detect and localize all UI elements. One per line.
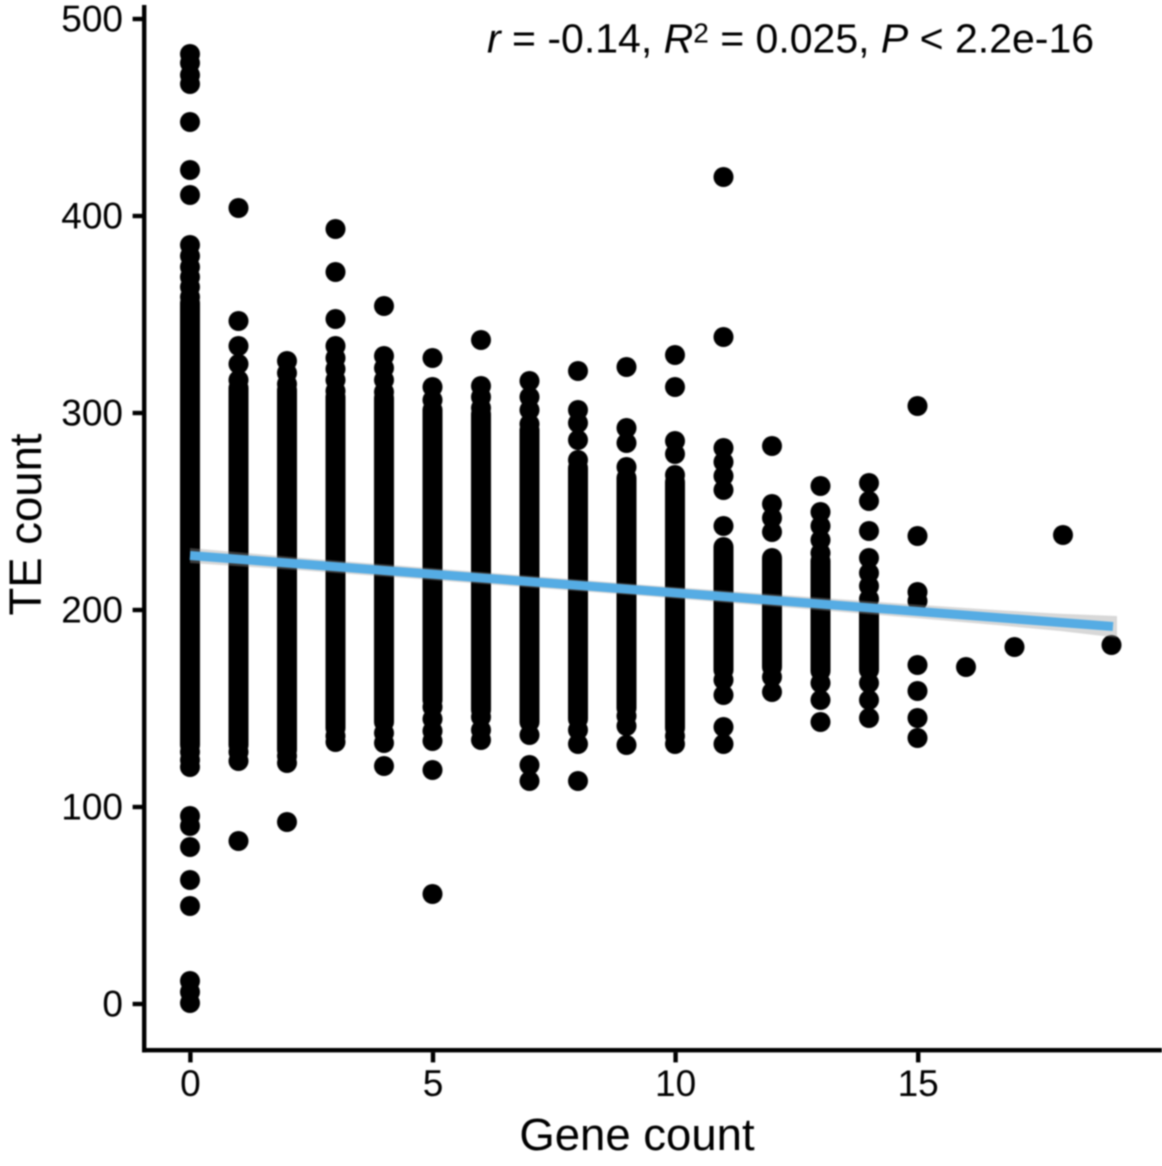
svg-text:Gene count: Gene count xyxy=(519,1109,755,1160)
svg-text:0: 0 xyxy=(180,1063,201,1104)
svg-text:400: 400 xyxy=(61,196,123,237)
svg-text:TE count: TE count xyxy=(0,433,51,615)
svg-text:10: 10 xyxy=(655,1063,696,1104)
svg-text:300: 300 xyxy=(61,393,123,434)
svg-text:500: 500 xyxy=(61,0,123,40)
svg-text:0: 0 xyxy=(102,984,123,1025)
svg-text:100: 100 xyxy=(61,787,123,828)
svg-text:15: 15 xyxy=(898,1063,939,1104)
svg-text:r = -0.14, R2 = 0.025, P < 2.2: r = -0.14, R2 = 0.025, P < 2.2e-16 xyxy=(487,16,1094,62)
svg-text:5: 5 xyxy=(423,1063,444,1104)
svg-text:200: 200 xyxy=(61,590,123,631)
